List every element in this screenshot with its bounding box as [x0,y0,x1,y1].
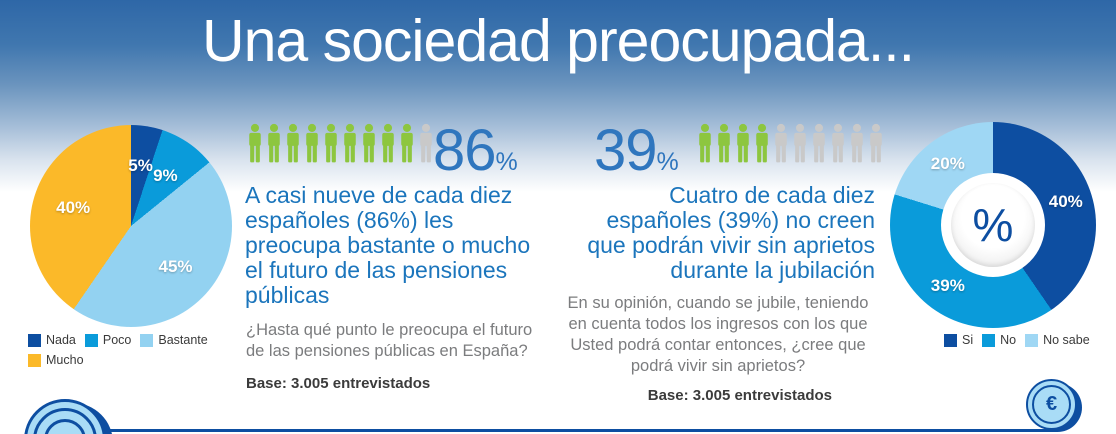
person-icon-highlighted [325,123,337,163]
base-note-39: Base: 3.005 entrevistados [647,387,832,404]
person-icon-highlighted [737,123,749,163]
survey-question-86: ¿Hasta qué punto le preocupa el futuro d… [246,321,533,360]
euro-coin-icon: € [1026,379,1077,430]
person-icon-muted [775,123,787,163]
legend-swatch [944,333,957,347]
person-icon-muted [420,123,432,163]
person-icon-highlighted [306,123,318,163]
legend-label: Nada [46,333,76,347]
person-icon-muted [832,123,844,163]
person-icon-muted [813,123,825,163]
big-number-value: 39 [594,118,658,183]
percent-sign: % [495,148,518,176]
coin-icon-large [24,399,106,434]
slice-label: 39% [930,276,965,296]
donut-chart-jubilacion: % 40% 39% 20% [890,122,1096,328]
person-icon-highlighted [268,123,280,163]
legend-label: Bastante [158,333,208,347]
big-number-value: 86 [433,118,497,183]
person-icon-highlighted [718,123,730,163]
person-icon-muted [851,123,863,163]
legend-jubilacion: Si No No sabe [944,333,1114,347]
percent-sign: % [656,148,679,176]
person-icon-highlighted [363,123,375,163]
person-icon-highlighted [699,123,711,163]
slice-label: 45% [158,257,193,277]
slice-label: 5% [128,156,153,176]
slice-label: 9% [153,166,178,186]
legend-item: Poco [84,333,132,347]
legend-item: Bastante [140,333,208,347]
person-icon-highlighted [401,123,413,163]
legend-swatch [28,353,41,367]
headline-86: A casi nueve de cada diez españoles (86%… [245,182,531,308]
donut-hole: % [941,173,1045,277]
people-pictograph-86 [246,123,436,164]
legend-item: Si [944,333,973,347]
slice-label: 40% [1048,192,1083,212]
person-icon-highlighted [382,123,394,163]
legend-swatch [140,333,154,347]
legend-label: Poco [102,333,132,347]
legend-item: Nada [28,333,76,347]
big-number-39: 39% [594,122,679,195]
legend-swatch [28,333,41,347]
legend-item: Mucho [28,353,84,367]
page-title: Una sociedad preocupada... [201,8,915,74]
survey-question-39: En su opinión, cuando se jubile, teniend… [567,294,869,375]
people-pictograph-39 [696,123,886,164]
person-icon-highlighted [249,123,261,163]
slice-label: 40% [56,198,91,217]
legend-concern: Nada Poco Bastante Mucho [28,333,243,367]
person-icon-highlighted [344,123,356,163]
legend-label: Si [962,333,974,347]
slice-label: 20% [930,153,965,173]
legend-swatch [84,333,98,347]
person-icon-highlighted [756,123,768,163]
base-note-86: Base: 3.005 entrevistados [246,375,431,392]
legend-swatch [982,333,996,347]
legend-label: No [1000,333,1017,347]
legend-label: Mucho [46,353,84,367]
legend-item: No sabe [1025,333,1090,347]
legend-label: No sabe [1043,333,1090,347]
person-icon-highlighted [287,123,299,163]
divider-line [98,429,1058,432]
headline-39: Cuatro de cada diez españoles (39%) no c… [587,182,875,283]
percent-icon: % [951,183,1035,267]
person-icon-muted [870,123,882,163]
big-number-86: 86% [433,122,518,195]
legend-swatch [1025,333,1039,347]
person-icon-muted [794,123,806,163]
euro-symbol: € [1032,385,1071,424]
pie-chart-concern: 5% 9% 45% 40% [30,125,232,327]
legend-item: No [982,333,1016,347]
